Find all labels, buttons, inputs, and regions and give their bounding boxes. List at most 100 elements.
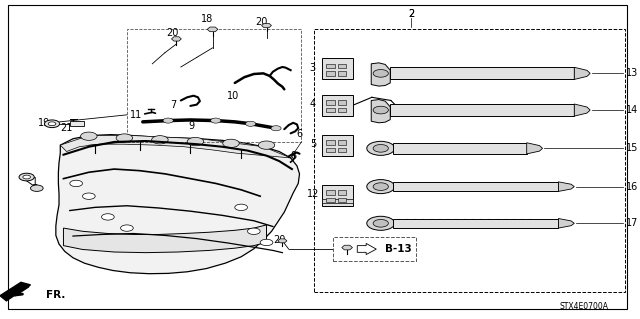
Text: 3: 3: [310, 63, 316, 73]
Text: STX4E0700A: STX4E0700A: [559, 302, 608, 311]
Bar: [390, 104, 574, 116]
Circle shape: [248, 228, 260, 234]
Bar: [323, 199, 353, 203]
Bar: [337, 108, 346, 112]
Circle shape: [116, 134, 132, 142]
Circle shape: [259, 141, 275, 149]
Polygon shape: [0, 282, 31, 301]
Circle shape: [373, 106, 388, 114]
Polygon shape: [278, 239, 287, 243]
Text: 7: 7: [170, 100, 177, 110]
Circle shape: [367, 180, 395, 194]
Bar: [326, 197, 335, 203]
Circle shape: [19, 173, 35, 181]
Bar: [390, 67, 574, 79]
Circle shape: [246, 121, 256, 126]
Bar: [70, 121, 84, 126]
Text: 20: 20: [273, 235, 285, 245]
Text: 20: 20: [166, 28, 179, 38]
Polygon shape: [371, 63, 390, 86]
Bar: [337, 71, 346, 76]
Polygon shape: [371, 100, 390, 123]
Circle shape: [70, 180, 83, 187]
Text: 8: 8: [290, 151, 296, 161]
Bar: [337, 147, 346, 152]
Circle shape: [223, 139, 239, 147]
Polygon shape: [574, 67, 590, 79]
Text: 5: 5: [310, 139, 316, 149]
Polygon shape: [527, 143, 543, 154]
Bar: [323, 185, 353, 205]
Polygon shape: [262, 23, 271, 28]
Text: 10: 10: [227, 91, 239, 101]
Bar: [337, 100, 346, 105]
Circle shape: [211, 118, 221, 123]
Text: 1: 1: [32, 177, 38, 188]
Circle shape: [260, 239, 273, 246]
Circle shape: [373, 145, 388, 152]
Circle shape: [367, 141, 395, 155]
Text: 2: 2: [408, 9, 414, 19]
Polygon shape: [559, 182, 574, 191]
Polygon shape: [60, 136, 291, 158]
Bar: [326, 140, 335, 145]
Polygon shape: [172, 37, 181, 41]
Text: 13: 13: [626, 68, 638, 78]
Polygon shape: [559, 219, 574, 228]
Text: 20: 20: [255, 17, 268, 27]
Text: FR.: FR.: [45, 290, 65, 300]
Bar: [326, 108, 335, 112]
Bar: [337, 63, 346, 68]
Circle shape: [367, 216, 395, 230]
Polygon shape: [342, 245, 353, 250]
Text: 11: 11: [130, 110, 142, 121]
Text: 15: 15: [626, 143, 638, 153]
Bar: [323, 95, 353, 116]
Text: 19: 19: [38, 118, 50, 128]
Circle shape: [163, 118, 173, 123]
Text: 12: 12: [307, 189, 319, 199]
Circle shape: [373, 219, 388, 227]
Bar: [323, 58, 353, 79]
Circle shape: [44, 120, 60, 128]
Text: 4: 4: [310, 99, 316, 109]
Bar: [326, 100, 335, 105]
Bar: [127, 29, 301, 142]
Polygon shape: [207, 27, 218, 32]
Text: 6: 6: [296, 129, 303, 139]
Circle shape: [23, 175, 31, 179]
Text: 14: 14: [626, 105, 638, 115]
Text: B-13: B-13: [385, 244, 412, 254]
Circle shape: [83, 193, 95, 199]
Polygon shape: [63, 225, 266, 253]
Bar: [337, 197, 346, 203]
Bar: [326, 190, 335, 195]
Text: 9: 9: [189, 121, 195, 131]
Bar: [326, 71, 335, 76]
Text: 17: 17: [626, 218, 638, 228]
Polygon shape: [574, 104, 590, 116]
Bar: [326, 147, 335, 152]
Bar: [337, 140, 346, 145]
Bar: [394, 182, 559, 191]
Bar: [394, 143, 527, 154]
Circle shape: [120, 225, 133, 231]
Text: 21: 21: [60, 122, 73, 133]
Circle shape: [152, 136, 168, 144]
Circle shape: [373, 70, 388, 77]
Bar: [394, 219, 559, 228]
Polygon shape: [56, 135, 300, 274]
Text: 18: 18: [201, 14, 213, 24]
Circle shape: [102, 214, 114, 220]
Circle shape: [48, 122, 56, 126]
Bar: [337, 190, 346, 195]
Circle shape: [187, 137, 204, 146]
Bar: [333, 237, 415, 261]
Bar: [314, 29, 625, 292]
Bar: [323, 135, 353, 155]
Circle shape: [31, 185, 43, 191]
Circle shape: [373, 183, 388, 190]
Text: 16: 16: [626, 182, 638, 192]
Circle shape: [271, 126, 281, 131]
Text: 2: 2: [408, 9, 414, 19]
